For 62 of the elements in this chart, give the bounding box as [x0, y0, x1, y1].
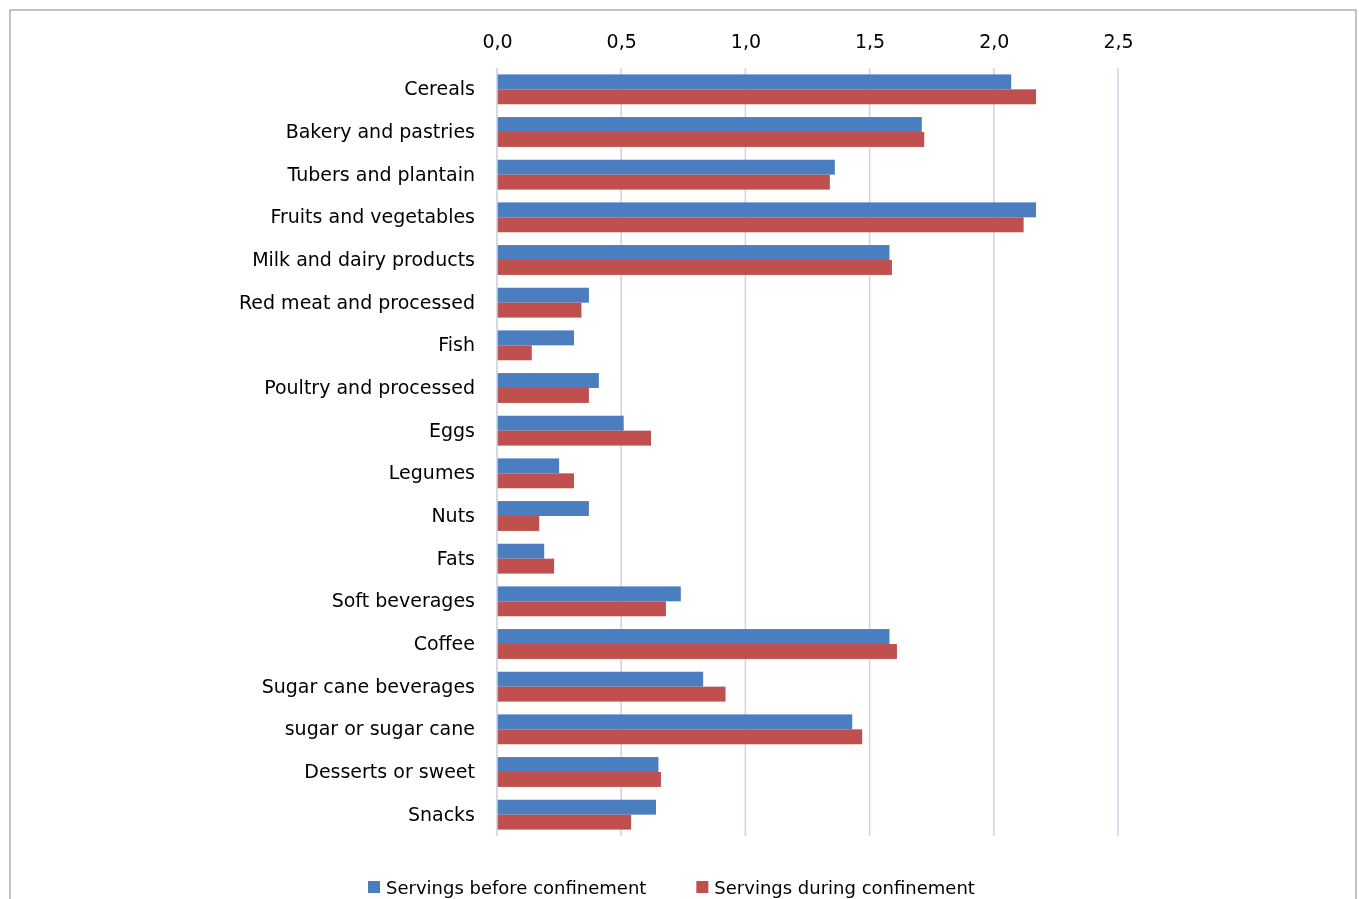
- bar: [497, 644, 897, 659]
- bar: [497, 373, 599, 388]
- bar: [497, 302, 582, 318]
- y-tick-label: Nuts: [431, 504, 475, 527]
- bar: [497, 601, 666, 617]
- bar: [497, 757, 659, 772]
- bar: [497, 629, 890, 644]
- bar: [497, 714, 853, 730]
- bar: [497, 345, 532, 361]
- bar: [497, 174, 830, 190]
- x-tick-label: 1,0: [730, 30, 762, 52]
- y-tick-label: Fish: [438, 333, 475, 356]
- y-tick-label: Snacks: [407, 802, 475, 825]
- bar: [497, 586, 681, 602]
- bar: [497, 558, 555, 574]
- bar: [497, 799, 656, 815]
- legend-label: Servings during confinement: [714, 877, 975, 898]
- bar: [497, 543, 545, 559]
- bar: [497, 260, 892, 275]
- bar: [497, 671, 704, 687]
- bar: [497, 516, 540, 531]
- y-tick-label: Red meat and processed: [238, 290, 475, 313]
- bar: [497, 159, 835, 175]
- y-tick-label: Sugar cane beverages: [261, 674, 475, 697]
- y-tick-label: Bakery and pastries: [285, 120, 475, 143]
- bar: [497, 89, 1037, 105]
- bar: [497, 245, 890, 260]
- bar: [497, 287, 589, 303]
- y-tick-label: sugar or sugar cane: [284, 717, 475, 740]
- y-tick-label: Cereals: [404, 77, 475, 100]
- legend-label: Servings before confinement: [386, 877, 647, 898]
- bar: [497, 430, 652, 446]
- x-tick-label: 0,5: [606, 30, 637, 52]
- y-tick-label: Eggs: [428, 418, 475, 441]
- bar: [497, 74, 1012, 90]
- bar: [497, 330, 574, 346]
- bar: [497, 473, 574, 489]
- x-tick-label: 0,0: [482, 30, 513, 52]
- bar: [497, 217, 1024, 233]
- x-tick-label: 2,0: [979, 30, 1010, 52]
- y-tick-label: Legumes: [388, 461, 475, 484]
- bar: [497, 814, 632, 830]
- y-tick-label: Desserts or sweet: [304, 760, 475, 783]
- bar: [497, 132, 925, 147]
- bar: [497, 772, 661, 787]
- bar: [497, 388, 589, 403]
- y-tick-label: Soft beverages: [331, 589, 475, 612]
- bar: [497, 415, 624, 431]
- y-tick-label: Fruits and vegetables: [270, 205, 475, 228]
- y-tick-label: Tubers and plantain: [286, 162, 475, 185]
- bar: [497, 458, 560, 474]
- bar: [497, 729, 863, 745]
- bar: [497, 501, 589, 516]
- bar: [497, 202, 1037, 218]
- y-tick-label: Milk and dairy products: [252, 248, 475, 271]
- bar: [497, 686, 726, 702]
- bar: [497, 117, 922, 132]
- x-tick-label: 1,5: [854, 30, 886, 52]
- y-tick-label: Fats: [436, 546, 475, 569]
- y-tick-label: Coffee: [413, 632, 475, 655]
- y-tick-label: Poultry and processed: [264, 376, 475, 399]
- x-tick-label: 2,5: [1103, 30, 1134, 52]
